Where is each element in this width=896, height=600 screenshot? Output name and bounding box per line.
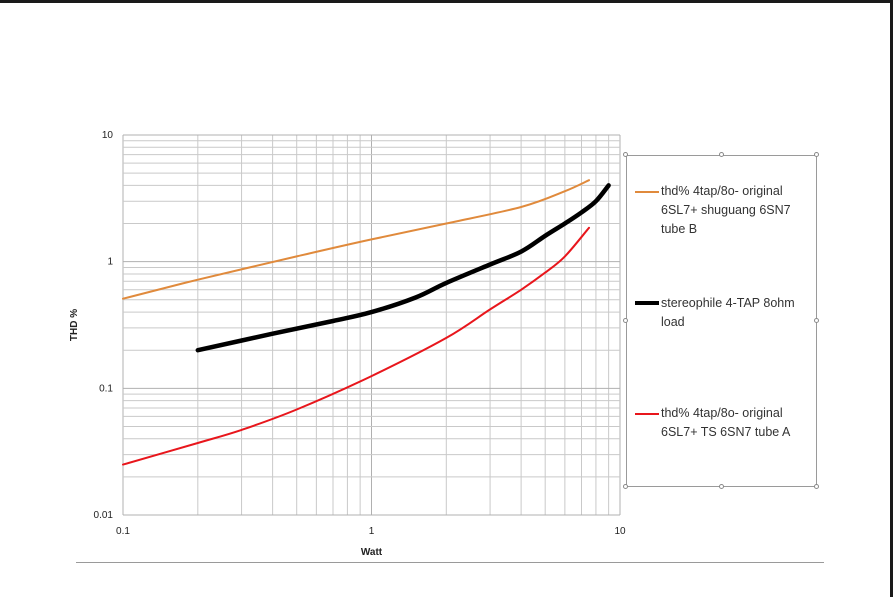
series-line-0 xyxy=(122,179,590,300)
legend-label-tube-a: thd% 4tap/8o- original 6SL7+ TS 6SN7 tub… xyxy=(661,406,791,439)
legend-resize-handle[interactable] xyxy=(814,152,819,157)
legend-resize-handle[interactable] xyxy=(814,484,819,489)
y-tick-label: 0.1 xyxy=(99,383,113,394)
x-tick-label: 1 xyxy=(369,526,375,537)
legend-swatch-tube-b xyxy=(635,191,659,193)
legend-resize-handle[interactable] xyxy=(623,152,628,157)
legend-label-tube-b: thd% 4tap/8o- original 6SL7+ shuguang 6S… xyxy=(661,184,791,236)
divider-line xyxy=(76,562,824,563)
y-tick-label: 0.01 xyxy=(94,510,114,521)
legend-resize-handle[interactable] xyxy=(719,152,724,157)
x-axis-label: Watt xyxy=(361,547,383,558)
legend-label-stereophile: stereophile 4-TAP 8ohm load xyxy=(661,296,795,329)
legend-resize-handle[interactable] xyxy=(814,318,819,323)
series-line-2 xyxy=(122,226,590,466)
x-tick-label: 10 xyxy=(614,526,626,537)
y-tick-label: 1 xyxy=(107,257,113,268)
series-lines xyxy=(122,179,611,466)
x-tick-label: 0.1 xyxy=(116,526,130,537)
y-axis-label: THD % xyxy=(69,309,80,341)
gridlines xyxy=(122,134,621,516)
series-line-1 xyxy=(195,183,611,353)
y-tick-label: 10 xyxy=(102,130,114,141)
legend[interactable]: thd% 4tap/8o- original 6SL7+ shuguang 6S… xyxy=(626,155,817,487)
legend-resize-handle[interactable] xyxy=(719,484,724,489)
legend-resize-handle[interactable] xyxy=(623,318,628,323)
legend-resize-handle[interactable] xyxy=(623,484,628,489)
legend-swatch-stereophile xyxy=(635,301,659,305)
legend-swatch-tube-a xyxy=(635,413,659,415)
